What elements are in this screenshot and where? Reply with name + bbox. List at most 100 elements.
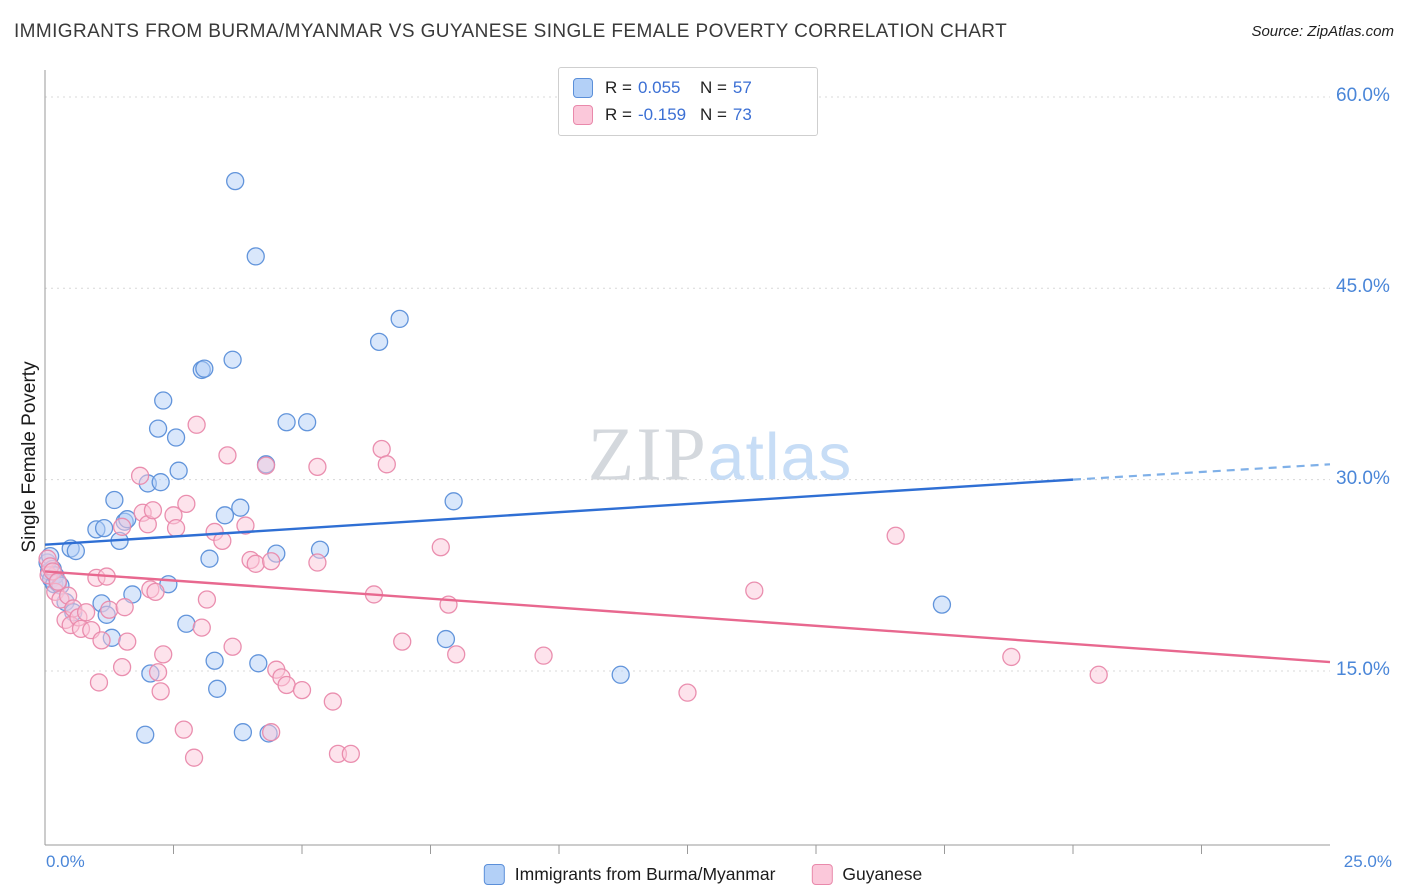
scatter-point xyxy=(369,332,389,352)
scatter-point xyxy=(308,553,327,572)
y-tick-label: 15.0% xyxy=(1336,658,1390,680)
scatter-point xyxy=(151,682,170,701)
legend-label-guyanese: Guyanese xyxy=(842,864,923,884)
scatter-point xyxy=(431,538,450,557)
scatter-point xyxy=(1002,647,1021,667)
scatter-point xyxy=(886,526,905,545)
scatter-point xyxy=(89,673,109,692)
scatter-point xyxy=(447,645,466,664)
scatter-point xyxy=(76,603,96,622)
scatter-point xyxy=(534,646,553,665)
scatter-point xyxy=(341,744,360,764)
legend-swatch-blue xyxy=(573,78,593,98)
series-0 xyxy=(38,171,952,744)
chart-title: IMMIGRANTS FROM BURMA/MYANMAR VS GUYANES… xyxy=(14,21,1008,42)
source-attribution: Source: ZipAtlas.com xyxy=(1251,23,1394,40)
scatter-point xyxy=(444,492,463,511)
r-value-blue: 0.055 xyxy=(637,78,681,97)
scatter-point xyxy=(146,582,165,602)
scatter-point xyxy=(277,675,296,695)
scatter-point xyxy=(372,439,391,459)
legend-row-guyanese: R = -0.159 N = 73 xyxy=(573,105,803,125)
scatter-point xyxy=(323,692,342,711)
scatter-point xyxy=(166,518,186,538)
y-tick-label: 45.0% xyxy=(1336,276,1390,298)
scatter-point xyxy=(105,490,124,510)
y-tick-label: 60.0% xyxy=(1336,84,1390,106)
scatter-point xyxy=(226,171,245,191)
legend-label-burma: Immigrants from Burma/Myanmar xyxy=(514,864,776,884)
scatter-point xyxy=(678,683,697,702)
series-legend: Immigrants from Burma/Myanmar Guyanese xyxy=(483,864,922,885)
scatter-point xyxy=(231,498,250,517)
y-tick-label: 30.0% xyxy=(1336,467,1390,489)
scatter-point xyxy=(256,456,276,475)
r-value-pink: -0.159 xyxy=(637,105,687,124)
r-label: R = xyxy=(605,105,632,124)
n-value-pink: 73 xyxy=(732,105,752,124)
scatter-point xyxy=(148,663,168,682)
scatter-point xyxy=(187,415,206,434)
scatter-point xyxy=(377,455,396,474)
scatter-point xyxy=(1089,665,1108,684)
trend-line xyxy=(44,570,1331,664)
scatter-point xyxy=(130,466,150,485)
scatter-point xyxy=(205,651,224,670)
scatter-point xyxy=(436,629,456,649)
legend-item-guyanese: Guyanese xyxy=(811,864,922,885)
trend-line-extrapolated xyxy=(1072,463,1331,481)
correlation-legend-box: R = 0.055 N = 57 R = -0.159 N = 73 xyxy=(558,67,818,136)
legend-swatch-pink xyxy=(573,105,593,125)
n-label: N = xyxy=(699,78,727,97)
x-axis-min-label: 0.0% xyxy=(46,852,85,871)
scatter-point xyxy=(118,632,137,651)
r-label: R = xyxy=(605,78,632,97)
scatter-point xyxy=(208,679,227,698)
scatter-point xyxy=(143,501,163,520)
legend-item-burma: Immigrants from Burma/Myanmar xyxy=(483,864,776,885)
scatter-point xyxy=(745,581,764,600)
scatter-point xyxy=(154,645,173,664)
scatter-point xyxy=(236,516,255,535)
scatter-point xyxy=(148,419,168,438)
scatter-point xyxy=(223,350,242,369)
scatter-point xyxy=(115,598,134,617)
scatter-point xyxy=(233,723,253,742)
scatter-point xyxy=(192,618,211,637)
scatter-point xyxy=(246,247,265,266)
scatter-point xyxy=(611,665,630,684)
scatter-point xyxy=(215,506,235,525)
scatter-point xyxy=(94,518,114,538)
scatter-point xyxy=(277,413,296,432)
scatter-point xyxy=(66,541,85,561)
legend-swatch-pink xyxy=(811,864,833,885)
scatter-point xyxy=(249,654,268,673)
scatter-point xyxy=(932,595,952,614)
scatter-point xyxy=(200,549,219,568)
legend-swatch-blue xyxy=(483,864,505,885)
scatter-point xyxy=(112,657,132,677)
scatter-point xyxy=(262,552,281,571)
x-axis-max-label: 25.0% xyxy=(1343,852,1392,871)
scatter-point xyxy=(169,461,188,480)
scatter-point xyxy=(92,631,111,650)
scatter-point xyxy=(195,359,214,378)
scatter-point xyxy=(100,600,119,619)
scatter-point xyxy=(393,632,412,651)
scatter-point xyxy=(292,680,312,700)
scatter-point xyxy=(246,554,265,573)
scatter-point xyxy=(223,637,242,656)
scatter-point xyxy=(154,391,173,410)
scatter-point xyxy=(218,446,237,465)
scatter-point xyxy=(184,748,204,767)
legend-row-burma: R = 0.055 N = 57 xyxy=(573,78,803,98)
scatter-point xyxy=(262,723,281,742)
scatter-point xyxy=(112,517,132,536)
scatter-point xyxy=(308,457,327,477)
n-label: N = xyxy=(699,105,727,124)
scatter-point xyxy=(390,309,409,329)
scatter-point xyxy=(174,720,193,739)
scatter-point xyxy=(177,494,196,514)
